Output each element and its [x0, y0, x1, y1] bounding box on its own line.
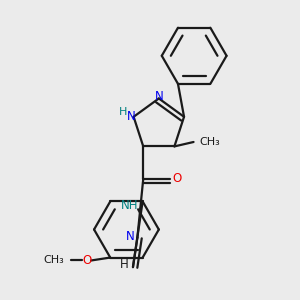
Text: N: N	[154, 91, 163, 103]
Text: N: N	[126, 230, 134, 243]
Text: N: N	[127, 110, 136, 123]
Text: CH₃: CH₃	[200, 137, 220, 147]
Text: NH: NH	[121, 199, 139, 212]
Text: CH₃: CH₃	[44, 256, 64, 266]
Text: H: H	[119, 107, 128, 117]
Text: O: O	[172, 172, 182, 185]
Text: H: H	[120, 258, 128, 271]
Text: O: O	[82, 254, 91, 267]
